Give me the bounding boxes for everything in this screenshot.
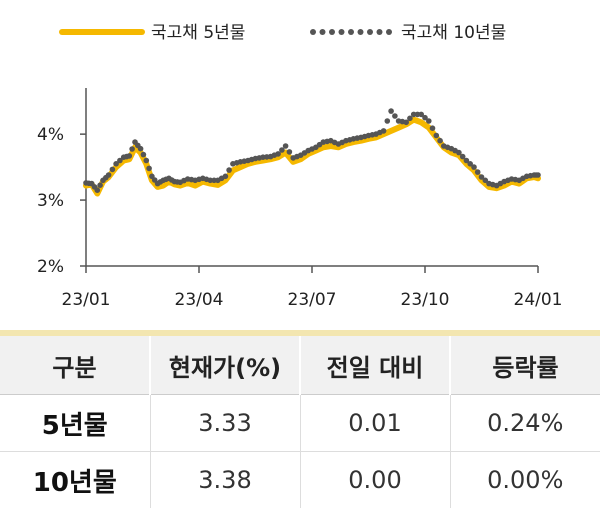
- y-axis: 4% 3% 2%: [37, 88, 86, 277]
- current-price-cell: 3.33: [150, 395, 300, 452]
- header-day-change: 전일 대비: [300, 336, 450, 395]
- header-current-price: 현재가(%): [150, 336, 300, 395]
- series-point-10y: [434, 133, 440, 139]
- day-change-cell: 0.01: [300, 395, 450, 452]
- legend-dot: [348, 29, 354, 35]
- current-price-cell: 3.38: [150, 452, 300, 508]
- y-tick-label: 4%: [37, 125, 64, 145]
- table-row: 10년물 3.38 0.00 0.00%: [0, 452, 600, 508]
- yield-table-section: 구분 현재가(%) 전일 대비 등락률 5년물 3.33 0.01 0.24% …: [0, 330, 600, 504]
- series-point-10y: [283, 143, 289, 149]
- series-point-10y: [287, 149, 293, 155]
- legend-dot: [358, 29, 364, 35]
- legend: 국고채 5년물 국고채 10년물: [62, 23, 506, 43]
- x-tick-label: 23/01: [62, 290, 111, 310]
- x-tick-label: 24/01: [514, 290, 563, 310]
- series-point-10y: [129, 146, 135, 152]
- legend-dot: [367, 29, 373, 35]
- series-point-10y: [381, 128, 387, 134]
- x-tick-label: 23/10: [401, 290, 450, 310]
- row-label: 10년물: [0, 452, 150, 508]
- series-point-10y: [127, 153, 133, 159]
- series-point-10y: [97, 182, 103, 188]
- header-change-rate: 등락률: [450, 336, 600, 395]
- legend-label-5y: 국고채 5년물: [151, 23, 245, 43]
- series-point-10y: [110, 167, 116, 173]
- series-point-10y: [95, 187, 101, 193]
- x-axis: 23/01 23/04 23/07 23/10 24/01: [62, 266, 563, 310]
- series-point-10y: [437, 138, 443, 144]
- yield-table: 구분 현재가(%) 전일 대비 등락률 5년물 3.33 0.01 0.24% …: [0, 336, 600, 508]
- series-point-10y: [226, 167, 232, 173]
- row-label: 5년물: [0, 395, 150, 452]
- series-point-10y: [426, 118, 432, 124]
- legend-dot: [377, 29, 383, 35]
- series-point-10y: [146, 166, 152, 172]
- series-point-10y: [223, 174, 229, 180]
- legend-dot: [310, 29, 316, 35]
- series-point-10y: [141, 152, 147, 158]
- series-point-10y: [392, 113, 398, 119]
- legend-swatch-10y: [310, 29, 392, 35]
- legend-label-10y: 국고채 10년물: [401, 23, 506, 43]
- series-point-10y: [430, 125, 436, 131]
- legend-dot: [386, 29, 392, 35]
- series-point-10y: [388, 108, 394, 114]
- change-rate-cell: 0.00%: [450, 452, 600, 508]
- series-point-10y: [475, 169, 481, 175]
- x-tick-label: 23/07: [288, 290, 337, 310]
- day-change-cell: 0.00: [300, 452, 450, 508]
- plot-area: [83, 108, 541, 193]
- y-tick-label: 2%: [37, 257, 64, 277]
- change-rate-cell: 0.24%: [450, 395, 600, 452]
- header-category: 구분: [0, 336, 150, 395]
- series-point-10y: [106, 172, 112, 178]
- table-row: 5년물 3.33 0.01 0.24%: [0, 395, 600, 452]
- legend-dot: [320, 29, 326, 35]
- legend-dot: [329, 29, 335, 35]
- series-point-10y: [471, 164, 477, 170]
- series-point-10y: [138, 146, 144, 152]
- series-point-10y: [144, 158, 150, 164]
- table-header-row: 구분 현재가(%) 전일 대비 등락률: [0, 336, 600, 395]
- x-tick-label: 23/04: [175, 290, 224, 310]
- y-tick-label: 3%: [37, 191, 64, 211]
- series-point-10y: [385, 118, 391, 124]
- series-point-10y: [535, 172, 541, 178]
- legend-dot: [339, 29, 345, 35]
